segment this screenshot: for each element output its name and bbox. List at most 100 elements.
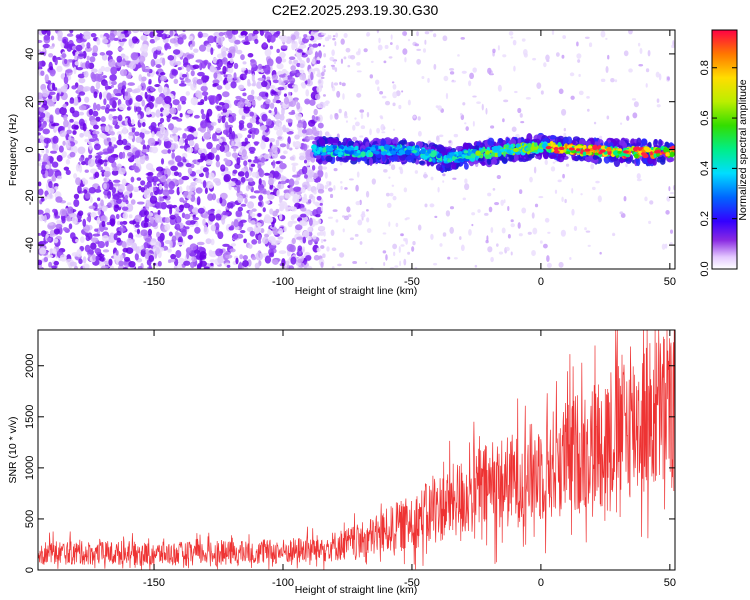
spectrogram-sparse-noise-blob: [339, 252, 345, 258]
spectrogram-noise-blob: [250, 89, 255, 96]
spectrogram-noise-blob: [83, 130, 91, 137]
spectrogram-noise-blob: [38, 153, 41, 162]
spectrogram-noise-blob: [207, 35, 215, 44]
spectrogram-noise-blob: [279, 155, 286, 160]
spectrogram-noise-blob: [47, 254, 54, 258]
spectrogram-sparse-noise-blob: [577, 59, 581, 63]
spectrogram-sparse-noise-blob: [369, 74, 374, 79]
spectrogram-noise-blob: [288, 77, 296, 84]
spectrogram-sparse-noise-blob: [628, 30, 633, 35]
spectrogram-sparse-noise-blob: [502, 54, 507, 58]
spectrogram-sparse-noise-blob: [513, 65, 516, 72]
spectrogram-sparse-noise-blob: [356, 171, 360, 178]
spectrogram-sparse-noise-blob: [665, 210, 670, 215]
spectrogram-sparse-noise-blob: [485, 239, 489, 244]
spectrogram-noise-blob: [249, 111, 255, 117]
spectrogram-sparse-noise-blob: [401, 90, 404, 93]
spectrogram-track-core: [427, 149, 432, 154]
spectrogram-noise-blob: [219, 144, 225, 152]
spectrogram-noise-blob: [61, 53, 67, 59]
spectrogram-sparse-noise-blob: [571, 187, 574, 194]
spectrogram-noise-blob: [43, 214, 47, 223]
spectrogram-noise-blob: [225, 151, 232, 158]
spectrogram-sparse-noise-blob: [558, 88, 564, 95]
spectrogram-noise-blob: [138, 74, 143, 82]
spectrogram-noise-blob: [167, 55, 175, 61]
spectrogram-noise-blob: [313, 108, 318, 116]
spectrogram-sparse-noise-blob: [529, 176, 533, 183]
spectrogram-track-halo: [392, 152, 398, 162]
spectrogram-noise-blob: [318, 79, 322, 84]
spectrogram-sparse-noise-blob: [326, 246, 330, 252]
spectrogram-noise-blob: [249, 230, 256, 237]
spectrogram-noise-blob: [219, 197, 223, 204]
spectrogram-track-core: [450, 153, 453, 159]
spectrogram-noise-blob: [212, 57, 218, 64]
spectrogram-sparse-noise-blob: [578, 73, 581, 78]
spectrogram-sparse-noise-blob: [672, 184, 675, 191]
spectrogram-sparse-noise-blob: [442, 35, 448, 42]
spectrogram-noise-blob: [112, 115, 118, 119]
spectrogram-sparse-noise-blob: [661, 243, 666, 250]
spectrogram-noise-blob: [243, 160, 248, 167]
spectrogram-sparse-noise-blob: [569, 72, 575, 77]
spectrogram-noise-blob: [141, 148, 149, 153]
spectrogram-noise-blob: [233, 219, 239, 228]
spectrogram-noise-blob: [123, 30, 129, 34]
spectrogram-track-core: [515, 143, 522, 148]
spectrogram-noise-blob: [102, 75, 108, 79]
spectrogram-noise-blob: [130, 52, 139, 61]
spectrogram-track-core: [530, 146, 535, 152]
spectrogram-sparse-noise-blob: [328, 35, 332, 40]
spectrogram-noise-blob: [173, 134, 179, 142]
spectrogram-noise-blob: [210, 47, 214, 55]
spectrogram-noise-blob: [183, 202, 191, 209]
spectrogram-noise-blob: [135, 157, 139, 164]
spectrogram-noise-blob: [161, 203, 168, 208]
spectrogram-sparse-noise-blob: [669, 192, 675, 195]
spectrogram-noise-blob: [143, 189, 151, 195]
spectrogram-noise-blob: [177, 236, 183, 244]
snr-y-label: SNR (10 * v/v): [7, 416, 19, 483]
spectrogram-sparse-noise-blob: [335, 32, 339, 38]
spectrogram-sparse-noise-blob: [588, 42, 593, 48]
spectrogram-noise-blob: [123, 145, 131, 151]
spectrogram-noise-blob: [199, 251, 207, 259]
spectrogram-noise-blob: [225, 111, 229, 118]
spectrogram-sparse-noise-blob: [342, 93, 345, 100]
spectrogram-noise-blob: [73, 173, 78, 179]
spectrogram-sparse-noise-blob: [384, 44, 389, 49]
spectrogram-noise-blob: [300, 213, 307, 218]
spectrogram-noise-blob: [92, 45, 99, 53]
spectrogram-sparse-noise-blob: [334, 41, 337, 47]
spectrogram-noise-blob: [235, 95, 242, 100]
spectrogram-noise-blob: [249, 195, 257, 199]
spectrogram-sparse-noise-blob: [323, 239, 327, 242]
spectrogram-noise-blob: [65, 159, 71, 165]
spectrogram-sparse-noise-blob: [388, 56, 393, 59]
spectrogram-noise-blob: [212, 177, 221, 184]
spectrogram-sparse-noise-blob: [347, 214, 352, 218]
spectrogram-track-core: [506, 149, 511, 154]
spectrogram-noise-blob: [312, 196, 316, 204]
spectrogram-noise-blob: [62, 38, 67, 44]
spectrogram-track-core: [411, 149, 418, 154]
spectrogram-track-core: [594, 152, 600, 156]
spectrogram-track-halo: [590, 138, 595, 147]
spectrogram-noise-blob: [285, 205, 289, 212]
snr-y-tick-label: 1500: [24, 405, 36, 429]
spectrogram-noise-blob: [189, 44, 193, 51]
spectrogram-noise-blob: [156, 46, 163, 51]
spectrogram-track-halo: [572, 136, 581, 142]
spectrogram-noise-blob: [77, 84, 85, 94]
spectrogram-noise-blob: [243, 238, 247, 244]
spectrogram-track-core: [664, 148, 671, 152]
spectrogram-sparse-noise-blob: [647, 49, 651, 57]
spectrogram-sparse-noise-blob: [561, 54, 565, 59]
spectrogram-noise-blob: [139, 246, 143, 250]
spectrogram-noise-blob: [292, 164, 296, 173]
spectrogram-sparse-noise-blob: [392, 128, 396, 131]
spectrogram-track-core: [489, 149, 493, 153]
